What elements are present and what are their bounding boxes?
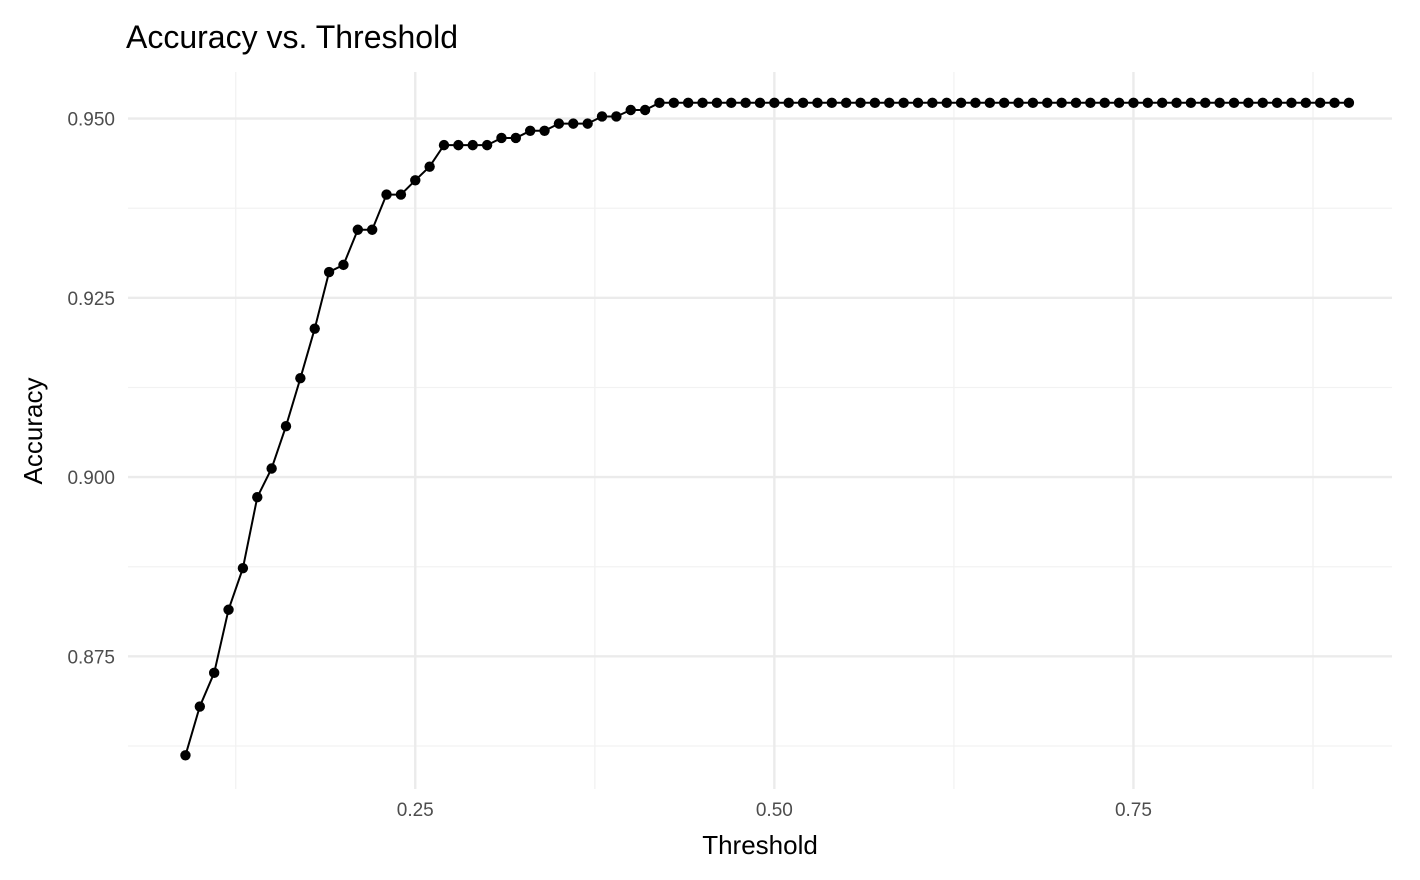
data-point (596, 111, 608, 122)
data-point (180, 750, 191, 761)
data-point (840, 97, 852, 109)
data-point (381, 189, 392, 200)
data-point (453, 139, 464, 151)
data-point (309, 323, 320, 334)
data-point (280, 420, 292, 432)
data-point (769, 97, 780, 109)
data-point (266, 463, 277, 474)
data-point (1099, 97, 1110, 109)
data-point (869, 97, 881, 109)
major-gridlines (128, 72, 1392, 789)
data-point (754, 97, 766, 109)
data-point (1314, 97, 1326, 109)
data-point (1329, 97, 1340, 109)
y-axis-title: Accuracy (18, 378, 48, 485)
data-point (223, 604, 234, 615)
data-point (1200, 97, 1211, 109)
data-point (611, 111, 622, 122)
data-point (855, 97, 866, 109)
x-axis-tick-labels: 0.25 0.50 0.75 (397, 800, 1152, 821)
data-point (682, 97, 694, 109)
data-point (568, 118, 579, 129)
data-point (941, 97, 952, 109)
data-point (1070, 97, 1082, 109)
y-tick-label: 0.900 (67, 468, 115, 489)
data-point (884, 97, 895, 109)
minor-gridlines (128, 72, 1392, 789)
data-point (1142, 97, 1154, 109)
y-tick-label: 0.950 (67, 110, 115, 131)
data-point (1286, 97, 1297, 109)
data-point (1243, 97, 1254, 109)
data-point (826, 97, 838, 109)
data-point (812, 97, 823, 109)
data-point (1228, 97, 1240, 109)
data-point (783, 97, 794, 109)
data-point (366, 224, 378, 235)
data-point (1027, 97, 1039, 109)
data-point (711, 97, 723, 109)
data-point (955, 97, 967, 109)
data-point (510, 132, 522, 144)
data-point (410, 175, 421, 186)
data-point (639, 104, 651, 116)
x-tick-label: 0.75 (1115, 800, 1152, 821)
data-point (194, 701, 206, 712)
data-point (352, 224, 364, 235)
data-point (252, 491, 263, 503)
data-point (395, 189, 407, 200)
data-point (1113, 97, 1125, 109)
data-point (1343, 97, 1355, 109)
series-group (180, 97, 1355, 761)
data-point (654, 97, 665, 109)
chart-title: Accuracy vs. Threshold (126, 19, 458, 55)
data-point (424, 161, 435, 172)
data-point (338, 259, 349, 271)
data-point (1271, 97, 1283, 109)
series-line (184, 101, 1349, 756)
data-point (208, 667, 220, 679)
data-point (323, 266, 335, 278)
data-point (582, 118, 593, 129)
data-point (1042, 97, 1053, 109)
data-point (668, 97, 680, 109)
x-tick-label: 0.25 (397, 800, 434, 821)
data-point (1214, 97, 1225, 109)
data-point (1128, 97, 1139, 109)
data-point (1056, 97, 1067, 109)
data-point (927, 97, 938, 109)
y-tick-label: 0.925 (67, 289, 115, 310)
data-point (467, 139, 478, 151)
data-point (1171, 97, 1182, 109)
data-point (481, 139, 493, 151)
data-point (1257, 97, 1268, 109)
data-point (1085, 97, 1096, 109)
data-point (1013, 97, 1024, 109)
data-point (438, 139, 450, 151)
data-point (496, 132, 507, 144)
data-point (697, 97, 708, 109)
y-axis-tick-labels: 0.875 0.900 0.925 0.950 (67, 110, 115, 669)
data-point (524, 125, 536, 136)
data-point (998, 97, 1010, 109)
x-tick-label: 0.50 (756, 800, 793, 821)
data-point (1185, 97, 1197, 109)
y-tick-label: 0.875 (67, 647, 115, 668)
x-axis-title: Threshold (702, 830, 818, 860)
data-point (625, 104, 636, 116)
data-point (740, 97, 751, 109)
data-point (797, 97, 809, 109)
data-point (970, 97, 981, 109)
data-point (726, 97, 737, 109)
data-point (984, 97, 996, 109)
data-point (898, 97, 909, 109)
data-point (553, 118, 565, 129)
data-point (237, 562, 249, 574)
data-point (1300, 97, 1312, 109)
data-point (539, 125, 550, 136)
data-point (1156, 97, 1168, 109)
data-point (295, 372, 306, 384)
data-point (912, 97, 924, 109)
